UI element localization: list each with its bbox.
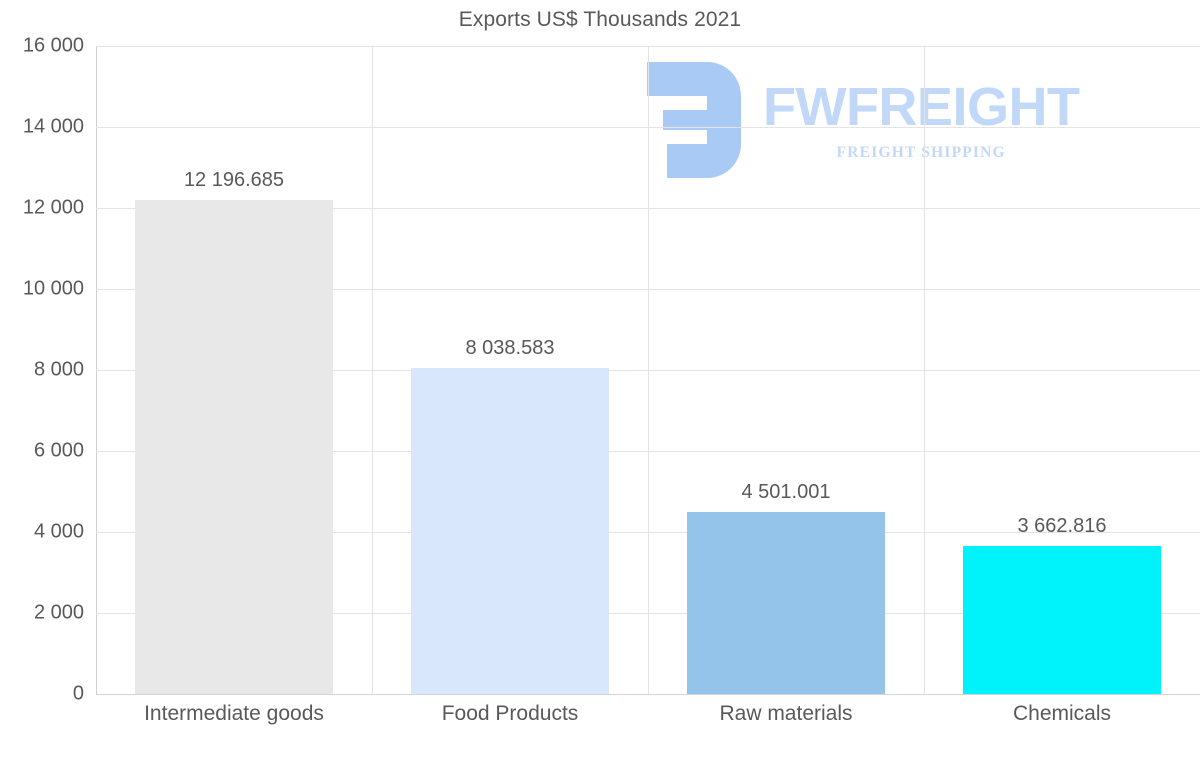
bar-value-label: 8 038.583 [465,337,555,360]
gridline-horizontal [96,694,1200,695]
gridline-vertical [648,46,649,694]
y-axis-tick-label: 4 000 [33,520,84,543]
y-axis-tick-labels: 16 000 14 000 12 000 10 000 8 000 6 000 4 000 2… [0,0,84,763]
y-axis-tick-label: 16 000 [22,34,84,57]
x-axis-tick-label: Intermediate goods [144,702,324,725]
x-axis-category-labels: Intermediate goods Food Products Raw mater… [96,702,1200,750]
plot-area [96,46,1200,695]
y-axis-tick-label: 6 000 [33,439,84,462]
x-axis-tick-label: Raw materials [719,702,853,725]
gridline-vertical [924,46,925,694]
y-axis-tick-label: 14 000 [22,115,84,138]
y-axis-tick-label: 10 000 [22,277,84,300]
y-axis-tick-label: 12 000 [22,196,84,219]
chart-title: Exports US$ Thousands 2021 [458,8,742,31]
bar-raw-materials[interactable] [687,511,885,694]
x-axis-tick-label: Food Products [441,702,579,725]
x-axis-tick-label: Chemicals [1012,702,1112,725]
bar-food-products[interactable] [411,368,609,694]
bar-value-label: 3 662.816 [1017,514,1107,537]
y-axis-tick-label: 8 000 [33,358,84,381]
bar-value-label: 4 501.001 [741,480,831,503]
y-axis-tick-label: 0 [72,682,84,705]
bar-value-label: 12 196.685 [183,169,285,192]
bar-intermediate-goods[interactable] [135,200,333,694]
bar-chemicals[interactable] [963,545,1161,694]
gridline-vertical [372,46,373,694]
y-axis-tick-label: 2 000 [33,601,84,624]
